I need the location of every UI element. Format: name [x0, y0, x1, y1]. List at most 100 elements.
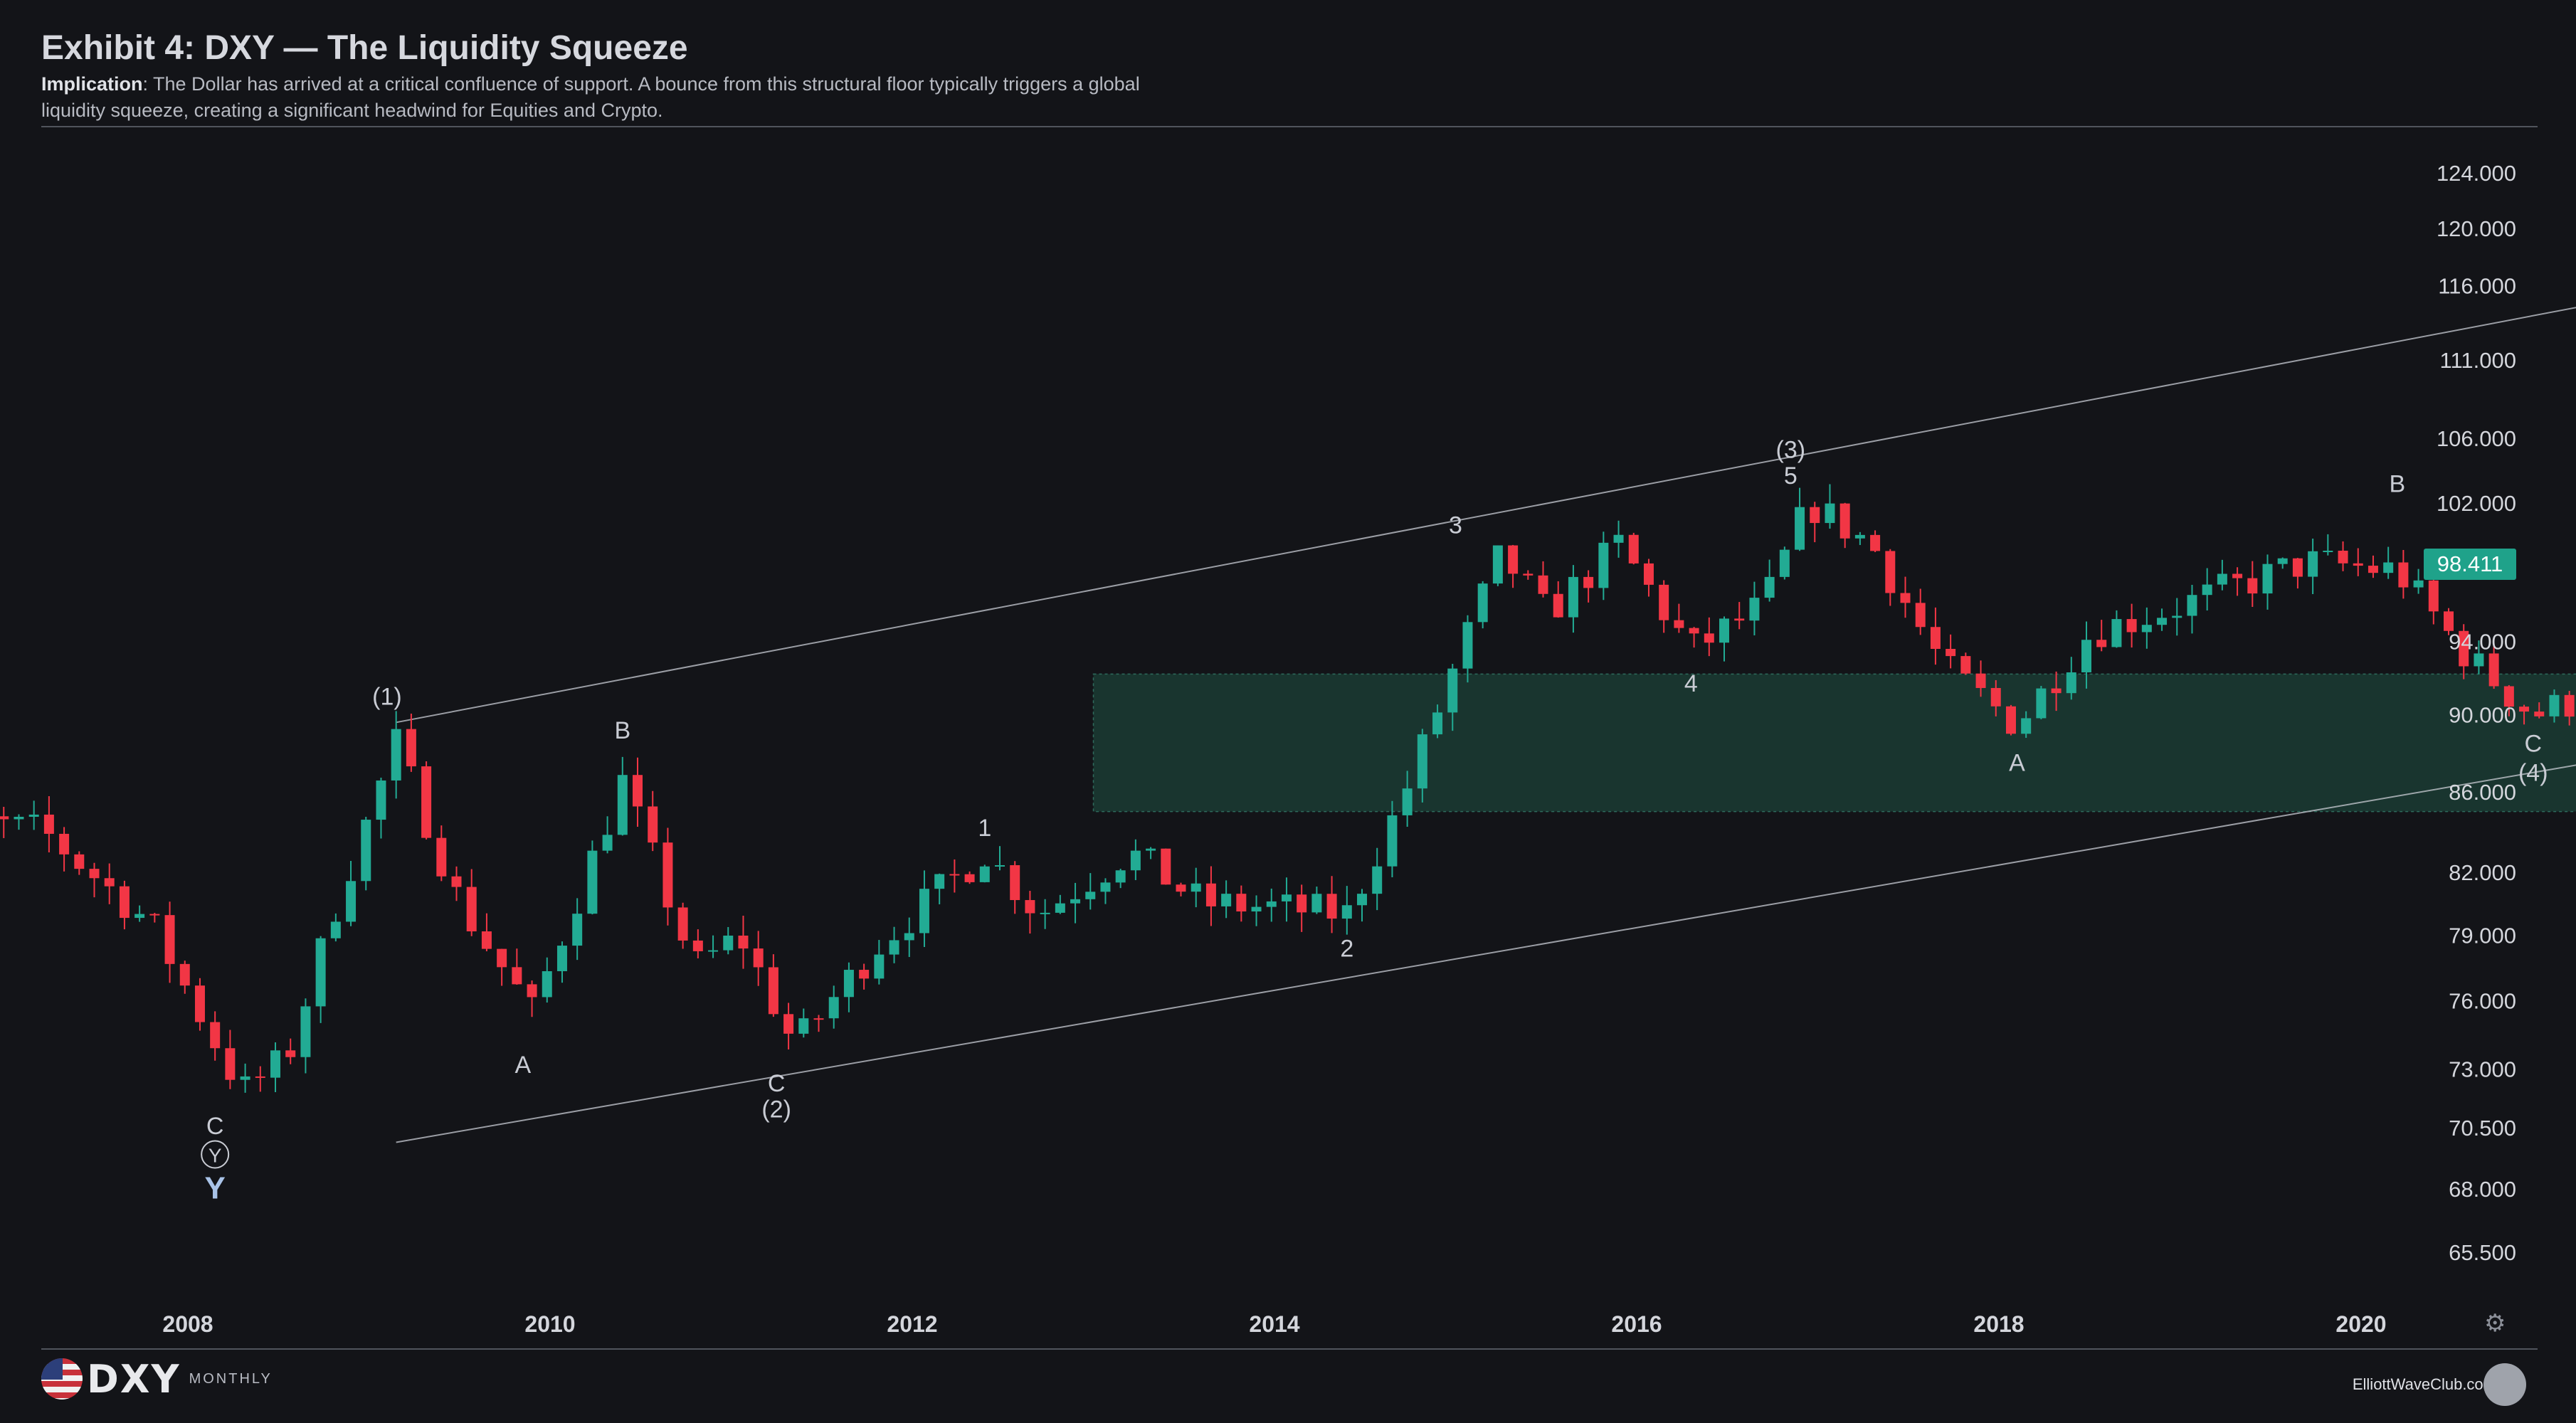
y-tick-label: 68.000: [2449, 1177, 2516, 1202]
candle-body: [1764, 576, 1775, 598]
candle-body: [1040, 912, 1050, 914]
candle-body: [1297, 894, 1307, 913]
wave-label-circle: [201, 1140, 230, 1169]
wave-label: Y: [208, 1145, 222, 1167]
candle-body: [2217, 573, 2227, 585]
candle-body: [708, 950, 719, 952]
candle-body: [2308, 551, 2318, 577]
candle-body: [1659, 584, 1669, 620]
wave-label: 1: [978, 815, 991, 842]
x-tick-label: 2018: [1973, 1311, 2024, 1337]
candle-body: [14, 816, 24, 820]
candle-body: [1885, 551, 1896, 593]
y-tick-label: 102.000: [2437, 491, 2516, 516]
x-tick-label: 2020: [2335, 1311, 2386, 1337]
candle-body: [1326, 894, 1337, 919]
wave-label: A: [514, 1052, 531, 1079]
candle-body: [164, 915, 175, 964]
candle-body: [1825, 503, 1835, 524]
wave-label: 4: [1684, 670, 1698, 697]
candle-body: [74, 854, 85, 869]
candle-body: [1055, 903, 1065, 913]
candle-body: [859, 970, 870, 979]
candle-body: [1387, 815, 1398, 867]
x-tick-label: 2016: [1611, 1311, 1662, 1337]
candle-body: [2353, 563, 2363, 566]
candle-body: [2202, 584, 2212, 596]
candle-body: [2141, 625, 2152, 633]
candle-body: [2398, 562, 2409, 588]
candle-body: [1025, 900, 1035, 914]
candle-body: [240, 1076, 250, 1080]
candle-body: [2292, 558, 2303, 577]
candle-body: [104, 878, 115, 887]
candle-body: [1523, 573, 1534, 576]
candle-body: [1462, 622, 1473, 669]
candle-body: [330, 921, 341, 938]
candle-body: [1085, 892, 1096, 899]
candle-body: [28, 814, 39, 817]
candle-body: [979, 866, 990, 882]
brand-link[interactable]: ElliottWaveClub.com: [2352, 1375, 2496, 1393]
candle-body: [527, 984, 537, 998]
candle-body: [134, 914, 145, 919]
candle-body: [2051, 688, 2062, 694]
candle-body: [1417, 734, 1427, 789]
candle-body: [617, 775, 628, 835]
y-tick-label: 90.000: [2449, 703, 2516, 728]
candle-body: [1960, 656, 1971, 674]
candle-body: [1704, 633, 1714, 643]
wave-label: (1): [372, 683, 402, 710]
candle-body: [1643, 563, 1654, 585]
candle-body: [119, 886, 130, 919]
candle-body: [995, 864, 1005, 867]
candle-body: [1930, 627, 1941, 650]
candle-body: [1115, 870, 1126, 883]
candle-body: [1205, 883, 1216, 906]
candle-body: [602, 835, 613, 851]
dxy-logo: DXY MONTHLY: [41, 1357, 273, 1402]
candle-body: [1221, 894, 1232, 906]
candle-body: [2232, 573, 2243, 578]
candle-body: [1583, 576, 1594, 588]
candle-body: [783, 1014, 794, 1034]
wave-label: C: [206, 1113, 224, 1140]
candle-body: [2338, 551, 2348, 564]
wave-label: (3): [1776, 437, 1806, 464]
implication-body: : The Dollar has arrived at a critical c…: [41, 73, 1140, 121]
candle-body: [300, 1006, 311, 1057]
candle-body: [1719, 618, 1730, 643]
candle-body: [1161, 848, 1171, 885]
candle-body: [1176, 884, 1186, 892]
candle-body: [949, 874, 960, 876]
candle-body: [1447, 668, 1458, 713]
y-tick-label: 86.000: [2449, 780, 2516, 805]
settings-icon[interactable]: ⚙: [2484, 1309, 2506, 1338]
candle-body: [346, 881, 357, 922]
candle-body: [1508, 545, 1519, 574]
candle-body: [2172, 615, 2182, 618]
candle-body: [1266, 901, 1277, 907]
candle-body: [542, 970, 552, 998]
candle-body: [1538, 575, 1548, 594]
candle-body: [768, 967, 778, 1015]
candle-body: [2096, 640, 2107, 647]
candle-body: [1975, 673, 1986, 688]
candle-body: [964, 874, 975, 882]
candle-body: [1795, 507, 1805, 550]
y-tick-label: 82.000: [2449, 860, 2516, 885]
wave-label: A: [2009, 750, 2025, 777]
candle-body: [904, 933, 914, 941]
candle-body: [798, 1018, 809, 1034]
candle-body: [1357, 894, 1368, 906]
candle-body: [2519, 707, 2530, 712]
candle-body: [2126, 619, 2137, 633]
candle-body: [1492, 545, 1503, 584]
candle-body: [1990, 687, 2001, 707]
support-zone: [1092, 673, 2576, 813]
candle-body: [194, 985, 205, 1022]
candle-body: [421, 766, 432, 838]
candle-body: [663, 842, 673, 908]
candle-body: [1674, 620, 1684, 628]
